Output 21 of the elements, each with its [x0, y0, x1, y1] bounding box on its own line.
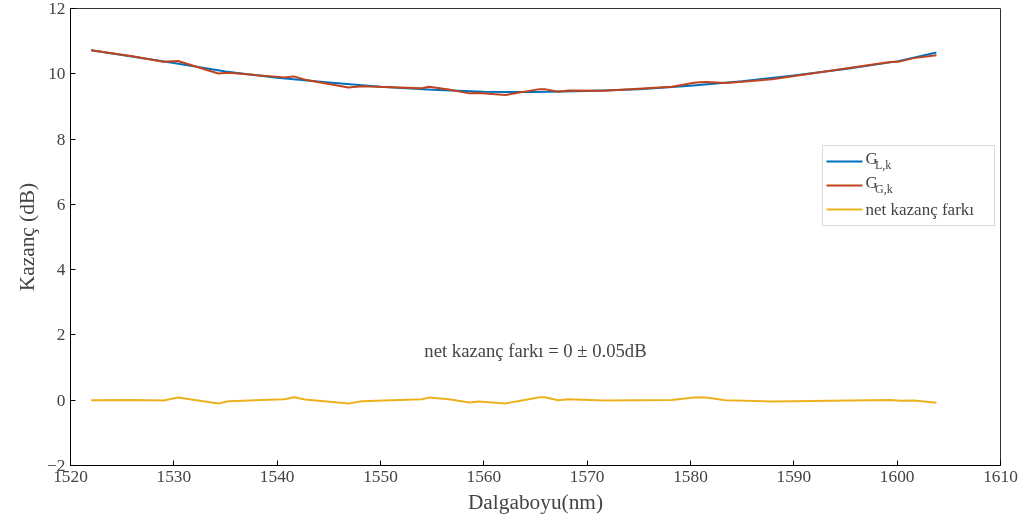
- y-tick-label: 2: [56, 325, 66, 345]
- line-series: [90, 396, 938, 405]
- x-tick-label: 1570: [569, 466, 605, 486]
- y-tick-label: 0: [56, 390, 66, 410]
- x-tick-label: 1590: [776, 466, 812, 486]
- y-axis-title: Kazanç (dB): [15, 182, 40, 292]
- y-tick-label: 12: [48, 0, 66, 18]
- x-axis-title: Dalgaboyu(nm): [467, 489, 604, 514]
- x-tick-label: 1560: [466, 466, 502, 486]
- x-tick-label: 1550: [363, 466, 398, 486]
- x-tick-label: 1540: [259, 466, 295, 486]
- annotation: net kazanç farkı = 0 ± 0.05dB: [424, 340, 647, 361]
- y-tick-label: 8: [56, 129, 66, 149]
- x-tick-label: 1610: [983, 466, 1018, 486]
- y-tick-label: 4: [56, 260, 66, 280]
- legend-label: net kazanç farkı: [865, 200, 975, 219]
- x-tick-label: 1580: [673, 466, 708, 486]
- x-tick-label: 1600: [879, 466, 915, 486]
- y-tick-label: 10: [48, 64, 66, 84]
- x-tick-label: 1530: [156, 466, 192, 486]
- y-tick-label: 6: [56, 194, 66, 214]
